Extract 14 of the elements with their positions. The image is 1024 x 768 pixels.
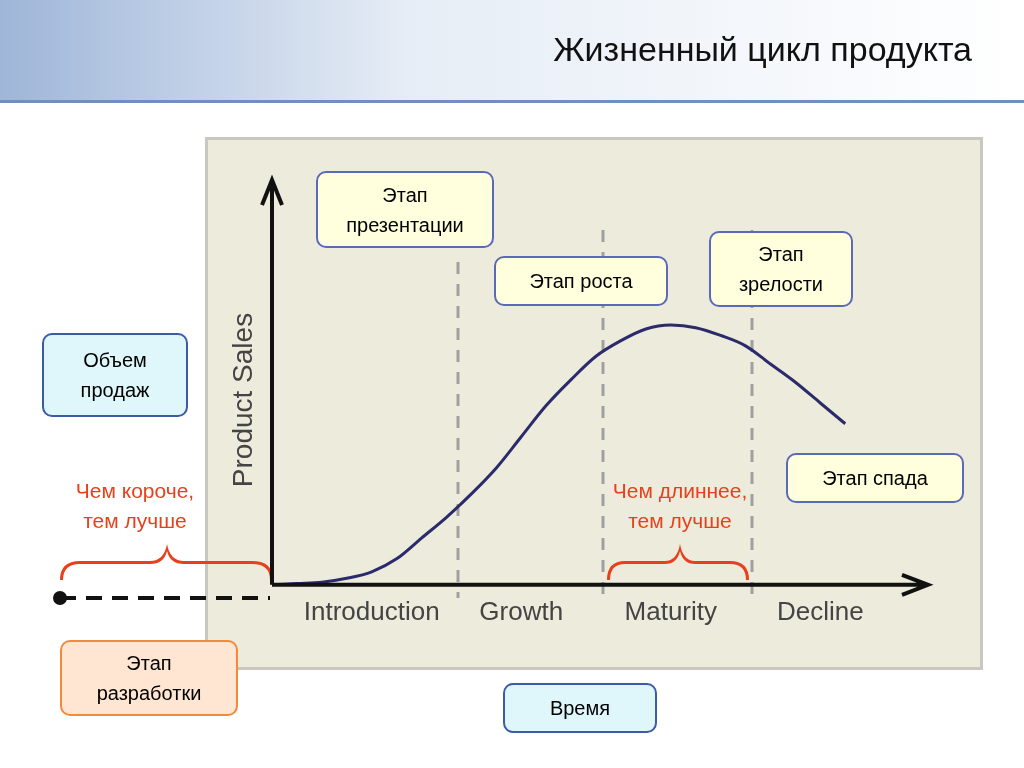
x-tick-label: Growth — [479, 595, 564, 626]
x-tick-label: Introduction — [303, 595, 440, 626]
chart-title: Жизненный цикл продукта — [553, 30, 972, 69]
text: Время — [503, 683, 657, 733]
text: Этап презентации — [316, 171, 494, 248]
annotation: Чем длиннее, тем лучше — [611, 478, 749, 534]
x-tick-label: Maturity — [624, 595, 717, 626]
y-axis-title: Product Sales — [227, 312, 259, 488]
text: Этап разработки — [60, 640, 238, 716]
text: Объем продаж — [42, 333, 188, 417]
text: Чем короче, тем лучше — [74, 478, 196, 534]
text: Этап зрелости — [709, 231, 853, 307]
text: Этап роста — [494, 256, 668, 306]
x-tick-label: Decline — [776, 595, 864, 626]
